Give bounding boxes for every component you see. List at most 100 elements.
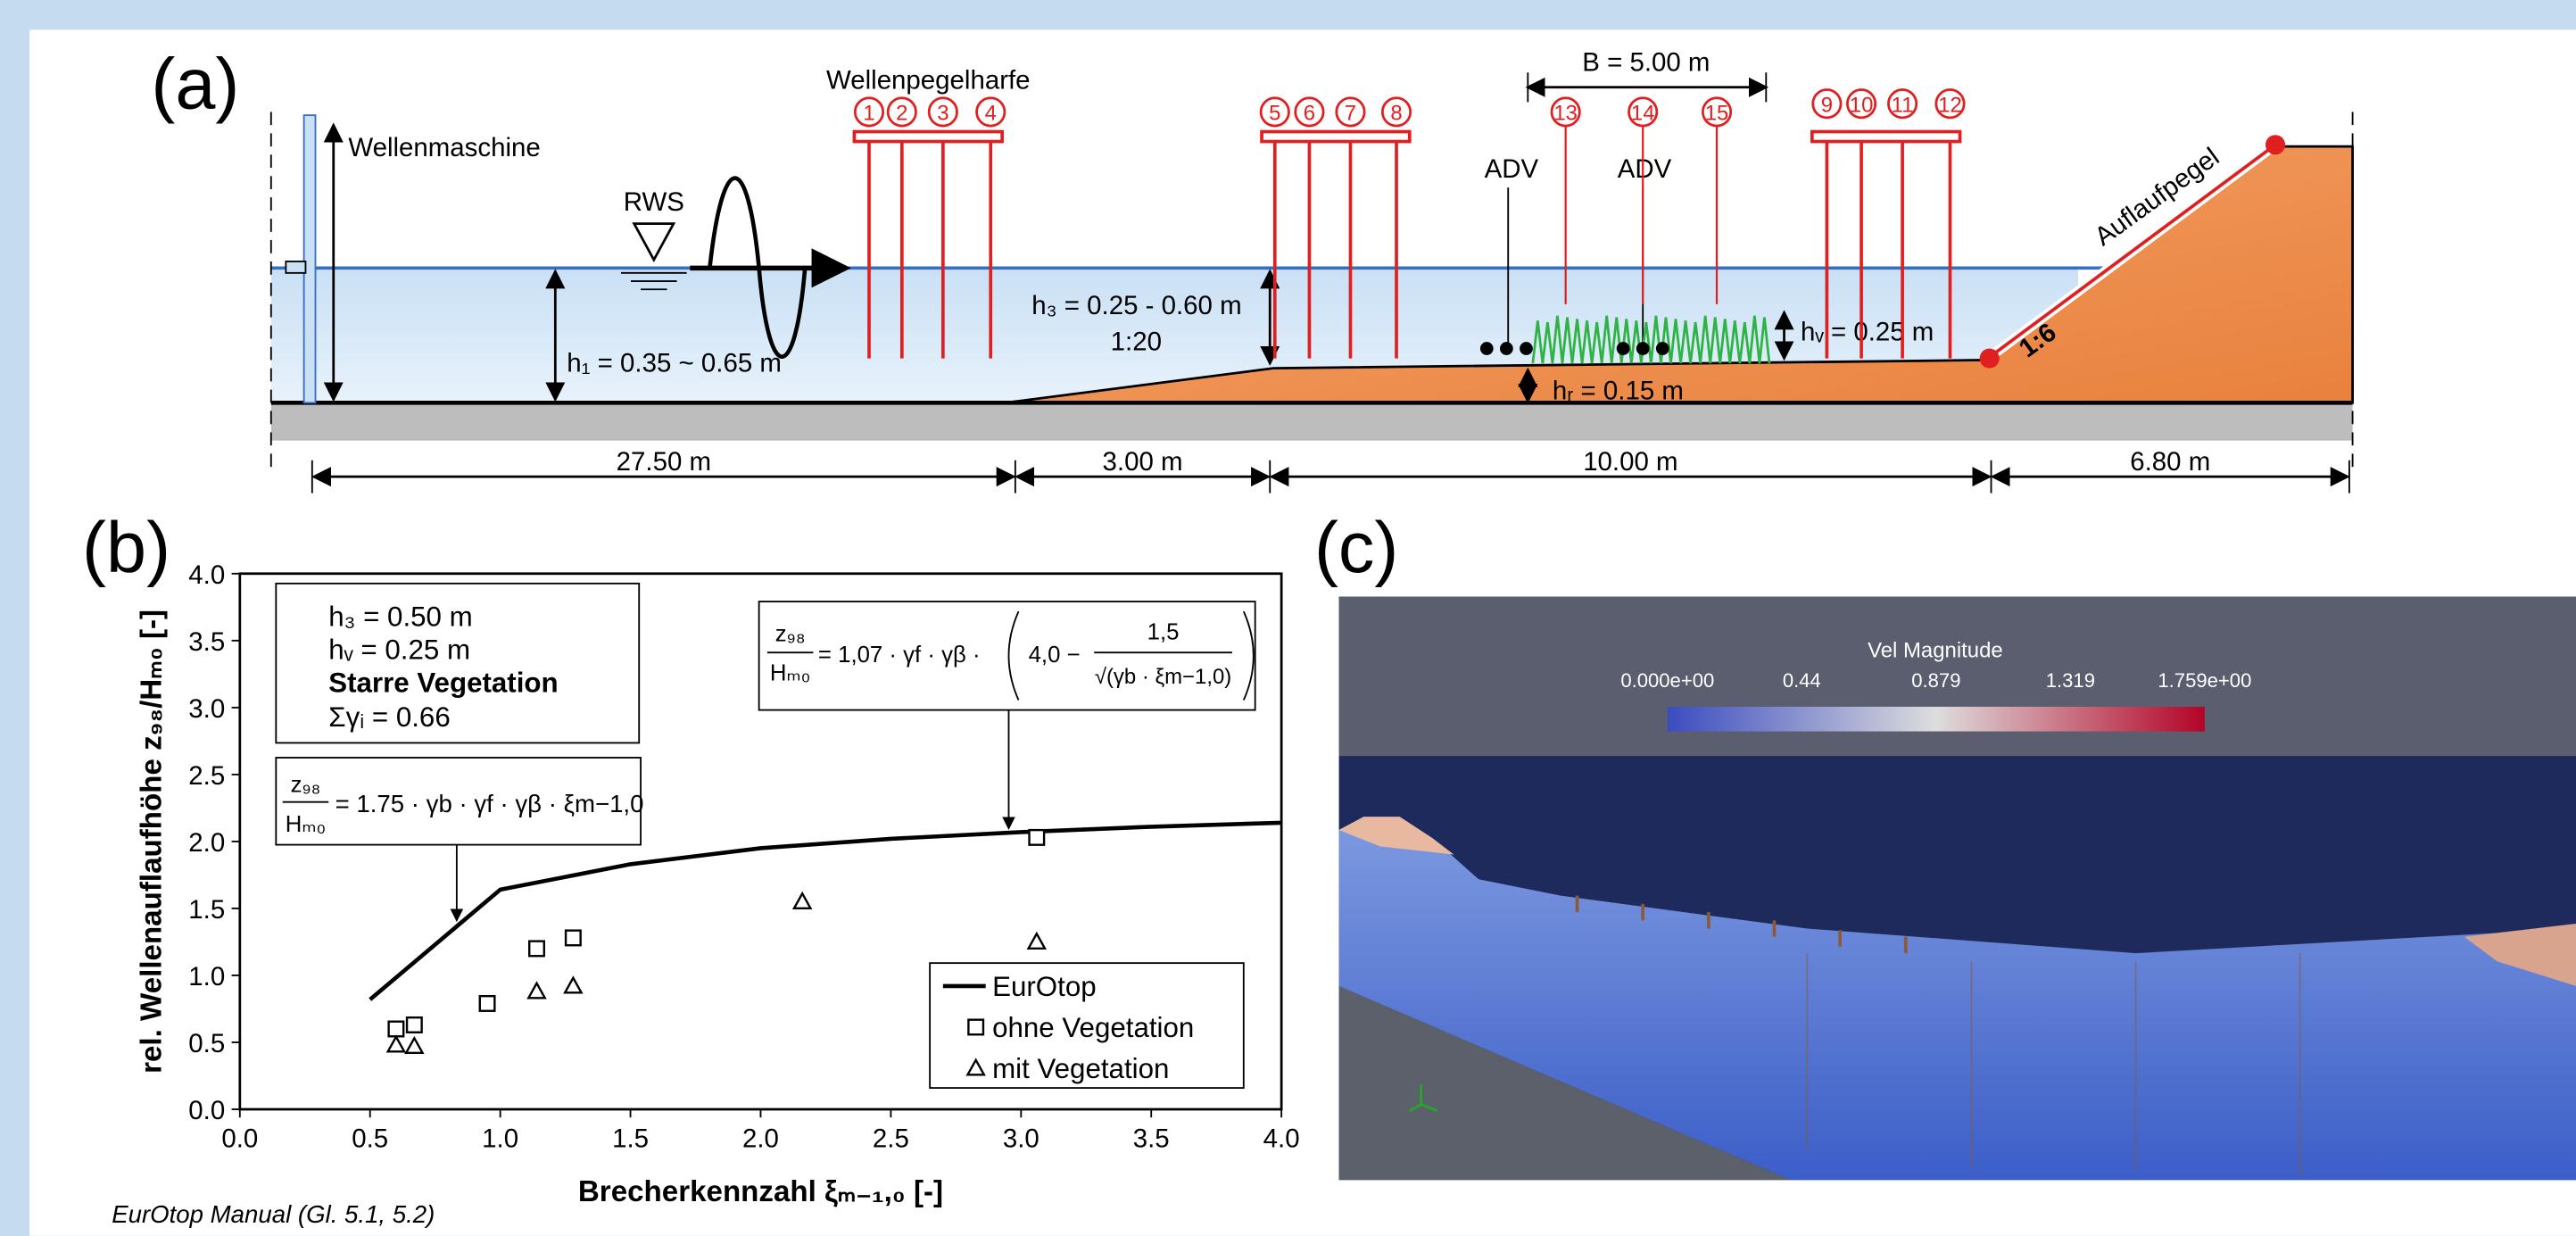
- y-tick-label: 0.5: [188, 1029, 225, 1058]
- formula: z₉₈: [775, 621, 806, 646]
- x-tick-label: 2.5: [873, 1124, 909, 1153]
- colorbar: [1667, 706, 2205, 732]
- gauge-number: 5: [1269, 102, 1280, 126]
- colorbar-tick-label: 1.759e+00: [2158, 669, 2251, 692]
- y-tick-label: 1.0: [188, 962, 225, 991]
- label: ADV: [1485, 154, 1539, 184]
- gauge-end: [2265, 135, 2286, 155]
- axes-glyph: [1409, 1084, 1438, 1113]
- render-vegetation: [1575, 895, 2301, 1175]
- gauge-number: 4: [985, 102, 997, 126]
- colorbar-tick-label: 0.879: [1911, 669, 1960, 692]
- gauge-number: 14: [1631, 102, 1655, 126]
- rws-symbol: [632, 222, 676, 263]
- x-tick-label: 2.0: [742, 1124, 779, 1153]
- label: RWS: [624, 187, 684, 217]
- dimension-label: 27.50 m: [617, 447, 711, 477]
- gauge-circle: [1550, 96, 1581, 128]
- render-crest: [1338, 817, 1454, 855]
- runup-gauge: [1986, 143, 2277, 361]
- formula: 4,0 −: [1029, 643, 1081, 668]
- square-marker: [528, 940, 545, 958]
- gauge-circle: [1259, 96, 1290, 128]
- floor: [270, 402, 2353, 441]
- formula-box: [758, 601, 1256, 711]
- y-axis-label: rel. Wellenauflaufhöhe z₉₈/Hₘ₀ [-]: [135, 610, 168, 1074]
- gauge-bar: [852, 129, 1004, 144]
- square-marker: [1028, 828, 1046, 846]
- gauge-bar: [1260, 129, 1412, 144]
- render-runup: [2464, 923, 2576, 986]
- gauge-circle: [1887, 88, 1918, 120]
- adv-sensors: [1479, 342, 1669, 355]
- y-tick-label: 2.0: [188, 828, 225, 858]
- colorbar-tick-label: 0.44: [1783, 669, 1821, 692]
- colorbar-title: Vel Magnitude: [1868, 639, 2003, 663]
- formula-box: [275, 757, 642, 846]
- vegetation: [1531, 315, 1771, 364]
- square-marker: [478, 994, 496, 1012]
- legend-swatch: [967, 1018, 985, 1036]
- square-marker: [405, 1016, 423, 1033]
- plot: 0.0 0.5 1.0 1.5 2.0 2.5 3.0 3.5 4.0 0.0 0.5 1.0 1.5 2…: [188, 560, 1299, 1154]
- dimension-label: 10.00 m: [1583, 447, 1677, 477]
- formula: √(γb · ξm−1,0): [1095, 665, 1231, 689]
- gauge-circle: [927, 96, 958, 128]
- label: h₁ = 0.35 ~ 0.65 m: [567, 348, 782, 377]
- y-tick-label: 0.0: [188, 1096, 225, 1125]
- parameter: Σγᵢ = 0.66: [328, 701, 451, 733]
- triangle-marker: [385, 1034, 407, 1053]
- gauge-end: [1979, 348, 2000, 369]
- wave-paddle: [302, 114, 317, 404]
- panel-b: (b) rel. Wellenauflaufhöhe z₉₈/Hₘ₀ [-] B…: [82, 508, 1300, 1228]
- legend-label: mit Vegetation: [992, 1053, 1169, 1084]
- label: Wellenpegelharfe: [826, 66, 1031, 95]
- gauge-circle: [1628, 96, 1659, 128]
- panel-label: (c): [1314, 508, 1398, 588]
- gauge-circle: [1934, 88, 1966, 120]
- formula: Hₘ₀: [770, 660, 810, 685]
- gauge-number: 15: [1705, 102, 1729, 126]
- gauge-bar: [1810, 129, 1962, 144]
- square-marker: [387, 1020, 405, 1038]
- gauge-number: 10: [1850, 93, 1874, 117]
- gauge-circle: [853, 96, 885, 128]
- vegetation-stems: [1531, 315, 1771, 364]
- x-tick-label: 0.5: [352, 1124, 388, 1153]
- panel-label: (a): [151, 45, 239, 125]
- label: 1:20: [1111, 327, 1162, 356]
- gauge-number: 11: [1892, 93, 1914, 117]
- parameter-box: [275, 582, 641, 744]
- gauge-number: 2: [896, 102, 907, 126]
- y-tick-label: 4.0: [188, 560, 225, 590]
- gauge-number: 12: [1938, 93, 1962, 117]
- gauge-number: 8: [1390, 102, 1402, 126]
- source: EurOtop Manual (Gl. 5.1, 5.2): [112, 1200, 435, 1228]
- label: h₃ = 0.25 - 0.60 m: [1031, 291, 1241, 320]
- colorbar-ticks: 0.000e+00 0.44 0.879 1.319 1.759e+00: [1620, 669, 2251, 692]
- triangle-marker: [791, 891, 813, 909]
- formula: 1,5: [1147, 619, 1180, 644]
- y-tick-label: 1.5: [188, 895, 225, 925]
- label: Wellenmaschine: [348, 133, 540, 162]
- gauge-circle: [1294, 96, 1325, 128]
- formula: Hₘ₀: [286, 812, 326, 837]
- panel-c: (c) Vel Magnitude 0.000e+00 0.44 0.879 1.31…: [1314, 508, 2576, 1181]
- label: hᵣ = 0.15 m: [1553, 377, 1684, 406]
- gauge-circle: [1846, 88, 1877, 120]
- dimensions: 27.50 m 3.00 m 10.00 m 6.80 m: [311, 447, 2350, 494]
- paddle-arm: [285, 261, 307, 274]
- gauge-circle: [1702, 96, 1733, 128]
- formula: = 1,07 · γf · γβ ·: [818, 643, 981, 668]
- label: hᵥ = 0.25 m: [1801, 317, 1934, 346]
- triangle-marker: [526, 981, 547, 1000]
- dimension-label: 6.80 m: [2130, 447, 2210, 477]
- gauge-circle: [1335, 96, 1366, 128]
- gauge-number: 9: [1821, 93, 1833, 117]
- dimension-label: 3.00 m: [1103, 447, 1183, 477]
- legend-label: EurOtop: [992, 971, 1097, 1002]
- gauge-circle: [1380, 96, 1412, 128]
- parenthesis: [1007, 610, 1255, 701]
